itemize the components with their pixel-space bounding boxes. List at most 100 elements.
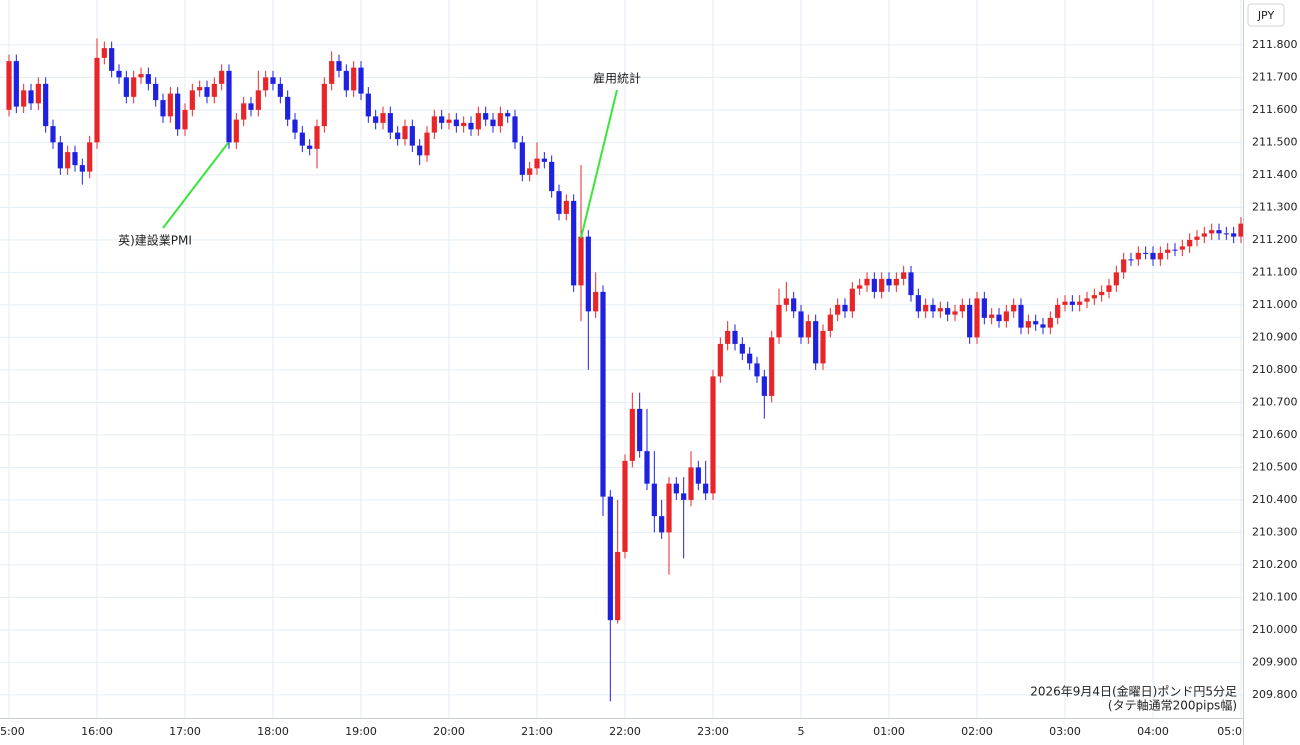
candle-body [695,467,701,484]
candle-body [351,67,357,91]
candle-body [380,113,386,123]
candle-body [835,304,841,315]
candles [6,38,1244,702]
candle-body [1128,259,1134,261]
candle-body [571,200,577,286]
candle-body [776,304,782,338]
candle-body [1033,321,1039,325]
x-tick-label: 19:00 [345,725,377,738]
x-tick-label: 20:00 [433,725,465,738]
y-tick-label: 210.600 [1252,428,1298,441]
candle-body [424,132,430,156]
candle-body [505,113,511,117]
candle-body [607,496,613,621]
annotation-line [162,142,229,229]
candle-body [211,83,217,97]
candle-body [1091,295,1097,299]
candle-body [915,295,921,312]
candle-body [292,119,298,133]
candle-body [72,152,78,166]
candle-body [952,311,958,315]
candle-body [666,483,672,533]
y-tick-label: 210.300 [1252,525,1298,538]
candle-body [842,304,848,312]
y-tick-label: 211.300 [1252,200,1298,213]
candle-body [754,363,760,377]
candle-body [791,298,797,312]
candle-body [314,126,320,149]
candle-body [593,291,599,312]
candle-body [1194,236,1200,240]
candle-body [1018,304,1024,328]
annotation: 英)建設業PMI [118,233,192,248]
candle-body [703,483,709,494]
candle-body [578,236,584,286]
candle-body [255,90,261,110]
candle-body [409,126,415,146]
candle-body [94,57,100,143]
x-tick-label: 21:00 [521,725,553,738]
x-tick-label: 22:00 [609,725,641,738]
x-tick-label: 17:00 [169,725,201,738]
candle-body [769,337,775,396]
candle-body [241,103,247,120]
x-tick-label: 23:00 [697,725,729,738]
candle-body [725,330,731,344]
candle-body [1003,311,1009,322]
candle-body [1113,272,1119,286]
y-tick-label: 210.000 [1252,623,1298,636]
x-tick-label: 03:00 [1049,725,1081,738]
y-tick-label: 211.400 [1252,168,1298,181]
candle-body [1201,233,1207,237]
candle-body [761,376,767,396]
x-tick-label: 05:0 [1217,725,1242,738]
candle-body [160,100,166,117]
candle-body [1231,233,1237,237]
candle-body [1179,246,1185,250]
candle-body [681,493,687,500]
candle-body [461,122,467,127]
x-tick-label: 04:00 [1137,725,1169,738]
candle-body [901,272,907,279]
y-tick-label: 211.700 [1252,70,1298,83]
candle-body [879,278,885,292]
candle-body [35,83,41,104]
candle-body [497,113,503,127]
candle-body [1135,252,1141,260]
y-tick-label: 211.100 [1252,265,1298,278]
candle-body [453,119,459,127]
x-tick-label: 02:00 [961,725,993,738]
y-tick-label: 210.700 [1252,395,1298,408]
candle-body [783,298,789,305]
candle-body [541,158,547,162]
candle-body [637,408,643,452]
candle-body [871,278,877,292]
candle-body [1099,291,1105,296]
candle-body [849,288,855,312]
candle-body [659,516,665,533]
candle-body [549,161,555,192]
candle-body [145,74,151,84]
candle-body [908,272,914,296]
candle-body [299,132,305,146]
candle-body [79,165,85,172]
candle-body [87,142,93,172]
candle-body [475,113,481,130]
candle-body [556,191,562,214]
candle-body [959,304,965,312]
candle-body [321,83,327,127]
candle-body [189,90,195,110]
candle-body [204,87,210,97]
x-tick-label: 01:00 [873,725,905,738]
candle-body [358,67,364,94]
candle-body [116,70,122,78]
note: (タテ軸通常200pips幅) [1108,698,1237,713]
candle-body [813,321,819,364]
candle-body [263,77,269,91]
candle-body [827,314,833,331]
candle-body [285,96,291,120]
candle-body [857,285,863,289]
candle-body [710,376,716,494]
